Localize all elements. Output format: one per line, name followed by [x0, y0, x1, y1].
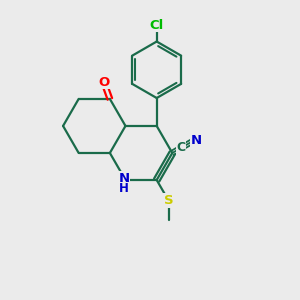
Text: O: O — [98, 76, 110, 89]
Text: H: H — [119, 182, 129, 195]
Text: N: N — [190, 134, 202, 147]
Text: C: C — [176, 142, 185, 154]
Text: N: N — [118, 172, 130, 185]
Text: S: S — [164, 194, 173, 207]
Text: Cl: Cl — [150, 19, 164, 32]
